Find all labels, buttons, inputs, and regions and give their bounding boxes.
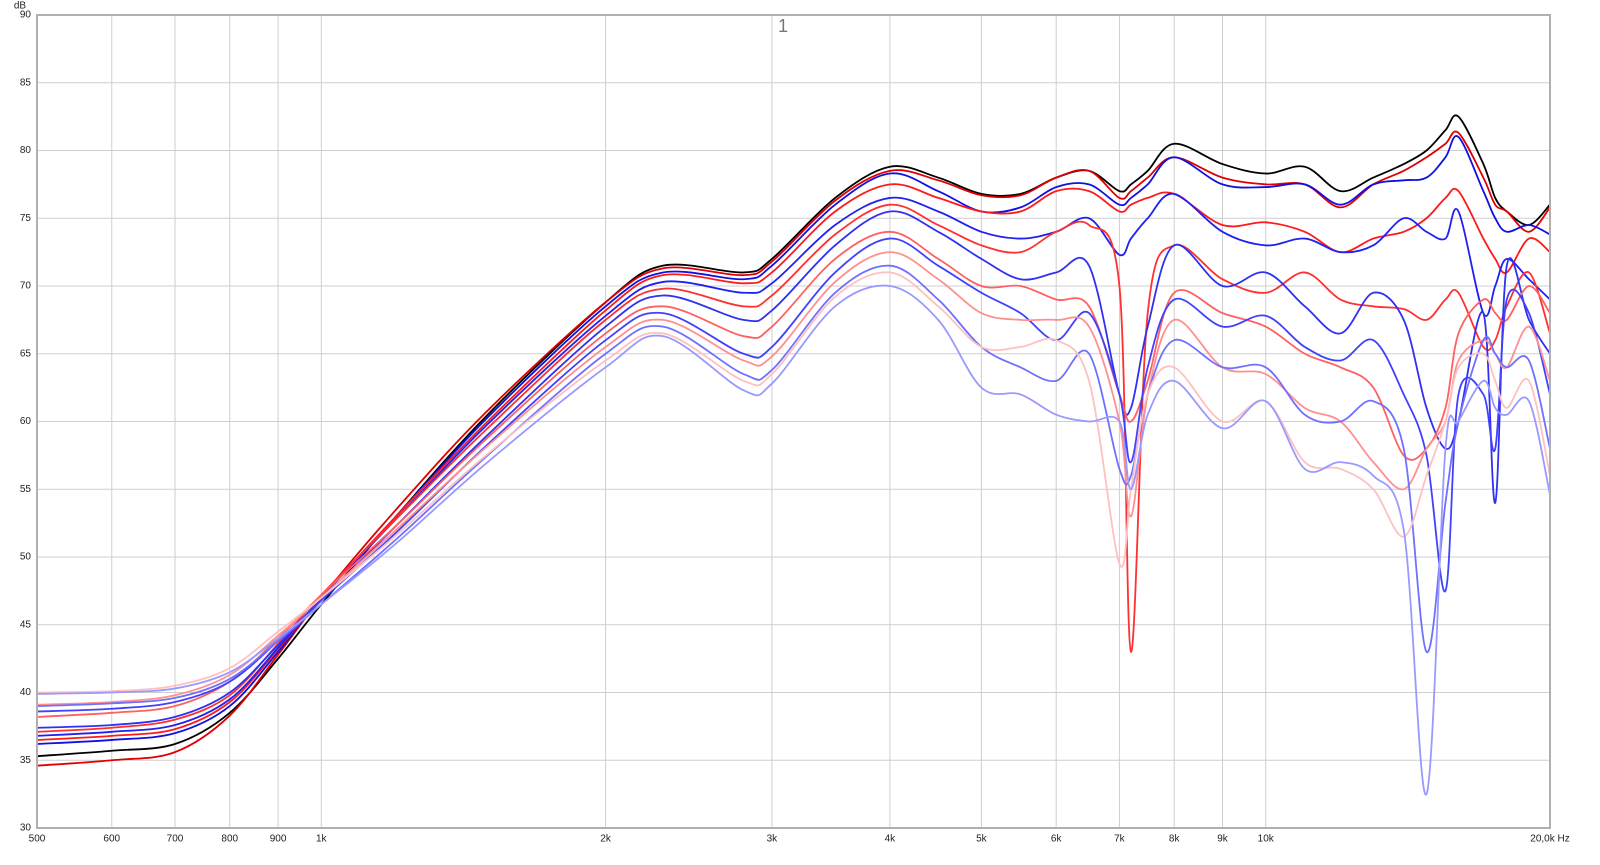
x-tick-label: 20,0k Hz	[1530, 834, 1569, 845]
response-curve	[36, 237, 1551, 713]
x-tick-label: 9k	[1217, 834, 1229, 845]
chart-title: 1	[778, 16, 788, 36]
y-tick-label: 50	[20, 552, 32, 563]
response-curve	[36, 264, 1551, 707]
x-tick-label: 1k	[316, 834, 328, 845]
y-tick-label: 80	[20, 145, 32, 156]
y-tick-label: 35	[20, 755, 32, 766]
response-curve	[36, 203, 1551, 733]
response-curve	[36, 230, 1551, 718]
y-tick-label: 40	[20, 687, 32, 698]
x-tick-label: 5k	[976, 834, 988, 845]
x-tick-label: 700	[167, 834, 184, 845]
response-curve	[36, 130, 1551, 767]
x-tick-label: 500	[29, 834, 46, 845]
response-curve	[36, 284, 1551, 796]
y-tick-label: 30	[20, 823, 32, 834]
y-axis-unit: dB	[14, 1, 27, 12]
x-tick-label: 600	[103, 834, 120, 845]
x-tick-label: 900	[270, 834, 287, 845]
response-curve	[36, 251, 1551, 706]
y-tick-label: 85	[20, 77, 32, 88]
y-tick-label: 55	[20, 484, 32, 495]
x-tick-label: 3k	[767, 834, 779, 845]
y-tick-label: 65	[20, 348, 32, 359]
y-tick-label: 60	[20, 416, 32, 427]
x-tick-label: 7k	[1114, 834, 1126, 845]
x-tick-label: 8k	[1169, 834, 1181, 845]
x-tick-label: 4k	[885, 834, 897, 845]
y-tick-label: 45	[20, 619, 32, 630]
x-tick-label: 2k	[600, 834, 612, 845]
response-curve	[36, 271, 1551, 694]
y-tick-label: 75	[20, 213, 32, 224]
response-curve	[36, 183, 1551, 741]
plot-frame	[36, 14, 1551, 829]
curves	[36, 114, 1551, 796]
y-tick-label: 70	[20, 281, 32, 292]
x-tick-label: 800	[221, 834, 238, 845]
y-tick-label: 90	[20, 10, 32, 21]
x-tick-label: 10k	[1258, 834, 1275, 845]
x-tick-label: 6k	[1051, 834, 1063, 845]
